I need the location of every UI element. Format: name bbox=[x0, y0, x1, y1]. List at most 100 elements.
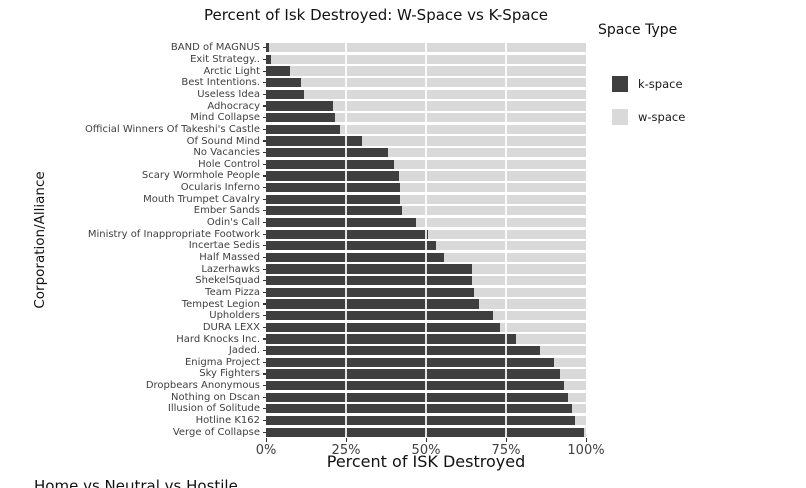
bar-row bbox=[266, 229, 586, 239]
y-tick-mark bbox=[262, 338, 266, 340]
y-axis-label: Best Intentions. bbox=[181, 77, 260, 89]
bar-segment-k-space bbox=[266, 124, 340, 134]
bar-segment-w-space bbox=[427, 229, 586, 239]
bar-row bbox=[266, 89, 586, 100]
y-axis-label: Ministry of Inappropriate Footwork bbox=[87, 228, 260, 240]
bar-segment-w-space bbox=[472, 276, 586, 286]
bar-segment-k-space bbox=[266, 229, 428, 239]
y-axis-label: Enigma Project bbox=[184, 356, 260, 368]
y-axis-label: Of Sound Mind bbox=[186, 135, 260, 147]
bar-segment-w-space bbox=[402, 206, 586, 216]
bar-row bbox=[266, 113, 586, 123]
y-tick-mark bbox=[262, 326, 266, 328]
bar-segment-k-space bbox=[266, 276, 473, 286]
y-tick-mark bbox=[262, 361, 266, 363]
y-axis-label: Jaded. bbox=[228, 345, 260, 357]
bar-segment-k-space bbox=[266, 206, 402, 216]
bar-row bbox=[266, 54, 586, 65]
y-tick-mark bbox=[262, 303, 266, 305]
bar-segment-k-space bbox=[266, 101, 334, 111]
bar-segment-k-space bbox=[266, 66, 290, 76]
bar-row bbox=[266, 194, 586, 204]
y-tick-mark bbox=[262, 152, 266, 154]
bar-row bbox=[266, 182, 586, 193]
bar-segment-w-space bbox=[560, 369, 586, 379]
y-axis-label: Ember Sands bbox=[193, 205, 260, 217]
y-axis-label: Mouth Trumpet Cavalry bbox=[143, 193, 260, 205]
bar-segment-w-space bbox=[400, 182, 586, 193]
y-axis-label: Hotline K162 bbox=[195, 415, 260, 427]
bar-segment-k-space bbox=[266, 264, 473, 274]
bar-row bbox=[266, 299, 586, 309]
bar-row bbox=[266, 43, 586, 53]
bar-segment-w-space bbox=[333, 101, 586, 111]
bar-segment-w-space bbox=[269, 43, 586, 53]
y-tick-mark bbox=[262, 140, 266, 142]
bar-segment-k-space bbox=[266, 171, 399, 181]
y-axis-label: Sky Fighters bbox=[199, 368, 260, 380]
bar-segment-k-space bbox=[266, 392, 569, 402]
x-tick-mark bbox=[505, 438, 507, 442]
bar-row bbox=[266, 159, 586, 169]
x-tick-label: 100% bbox=[567, 443, 605, 458]
bar-segment-k-space bbox=[266, 334, 516, 344]
x-tick-mark bbox=[345, 438, 347, 442]
bar-row bbox=[266, 346, 586, 356]
bar-segment-w-space bbox=[398, 171, 586, 181]
y-tick-mark bbox=[262, 210, 266, 212]
bar-row bbox=[266, 101, 586, 111]
y-tick-mark bbox=[262, 47, 266, 49]
bar-segment-w-space bbox=[515, 334, 586, 344]
chart-title: Percent of Isk Destroyed: W-Space vs K-S… bbox=[203, 6, 549, 24]
bar-segment-k-space bbox=[266, 287, 474, 298]
y-tick-mark bbox=[262, 82, 266, 84]
y-tick-mark bbox=[262, 70, 266, 72]
major-gridline bbox=[505, 42, 507, 438]
bar-segment-k-space bbox=[266, 415, 575, 426]
bar-segment-w-space bbox=[563, 380, 586, 391]
y-tick-mark bbox=[262, 245, 266, 247]
bar-segment-w-space bbox=[584, 427, 586, 437]
bar-segment-k-space bbox=[266, 54, 271, 65]
bar-row bbox=[266, 206, 586, 216]
major-gridline bbox=[345, 42, 347, 438]
y-axis-label: Half Massed bbox=[199, 251, 260, 263]
bar-row bbox=[266, 252, 586, 263]
bar-segment-w-space bbox=[554, 357, 586, 367]
bar-segment-k-space bbox=[266, 404, 572, 414]
bar-segment-k-space bbox=[266, 194, 401, 204]
bar-segment-w-space bbox=[334, 113, 586, 123]
bar-segment-k-space bbox=[266, 346, 540, 356]
bar-segment-k-space bbox=[266, 252, 444, 263]
y-axis-label: Adhocracy bbox=[207, 100, 260, 112]
y-tick-mark bbox=[262, 233, 266, 235]
bar-segment-k-space bbox=[266, 43, 270, 53]
legend-swatch-k-space bbox=[612, 76, 628, 92]
y-axis-label: Scary Wormhole People bbox=[141, 170, 260, 182]
bar-segment-k-space bbox=[266, 78, 302, 88]
bar-row bbox=[266, 334, 586, 344]
bar-row bbox=[266, 171, 586, 181]
y-axis-label: Tempest Legion bbox=[181, 298, 260, 310]
x-tick-mark bbox=[585, 438, 587, 442]
y-tick-mark bbox=[262, 198, 266, 200]
y-tick-mark bbox=[262, 117, 266, 119]
bar-segment-w-space bbox=[290, 66, 586, 76]
bar-segment-k-space bbox=[266, 369, 561, 379]
bar-segment-w-space bbox=[400, 194, 586, 204]
y-axis-label: Hole Control bbox=[198, 158, 260, 170]
bar-segment-w-space bbox=[301, 78, 586, 88]
bar-segment-k-space bbox=[266, 380, 564, 391]
y-tick-mark bbox=[262, 93, 266, 95]
y-tick-mark bbox=[262, 350, 266, 352]
y-axis-label: Exit Strategy.. bbox=[190, 53, 260, 65]
bar-segment-w-space bbox=[339, 124, 586, 134]
bar-row bbox=[266, 264, 586, 274]
y-tick-mark bbox=[262, 268, 266, 270]
bar-row bbox=[266, 124, 586, 134]
y-axis-label: Ocularis Inferno bbox=[180, 182, 260, 194]
bar-segment-w-space bbox=[362, 136, 586, 146]
bar-row bbox=[266, 276, 586, 286]
y-tick-mark bbox=[262, 291, 266, 293]
